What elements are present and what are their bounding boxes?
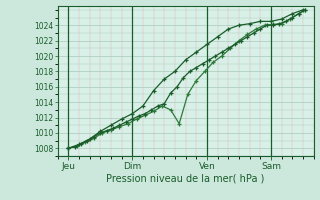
- X-axis label: Pression niveau de la mer( hPa ): Pression niveau de la mer( hPa ): [107, 173, 265, 183]
